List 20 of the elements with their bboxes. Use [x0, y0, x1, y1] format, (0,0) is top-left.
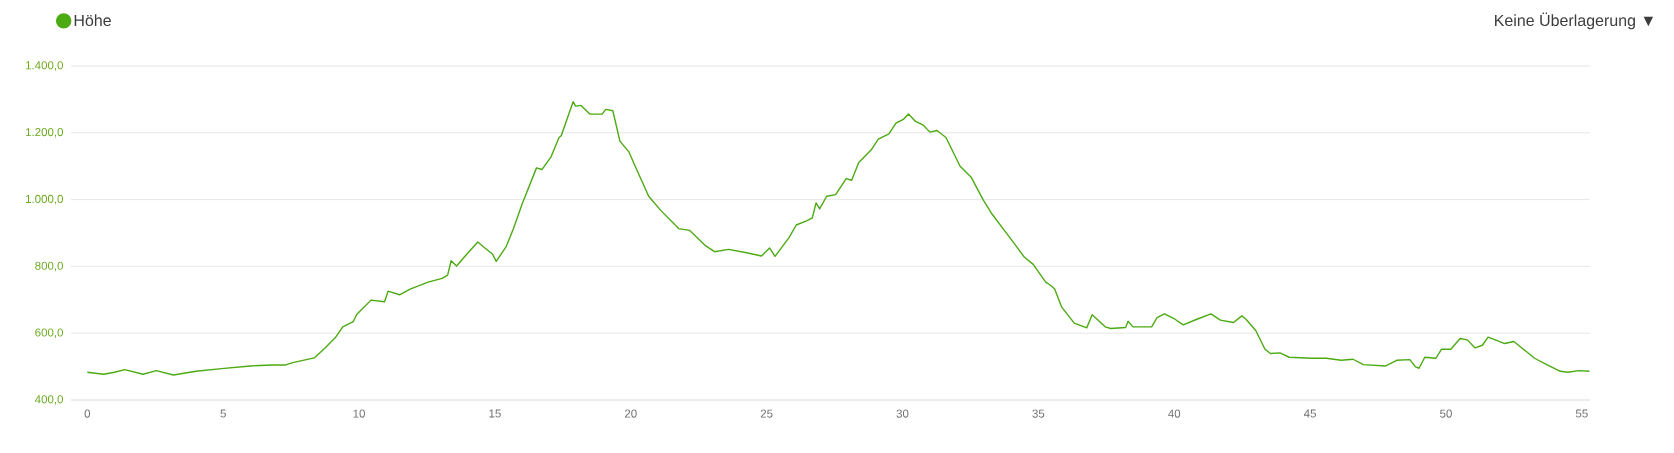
x-tick-label: 55 [1575, 409, 1588, 418]
legend-label: Höhe [74, 14, 111, 27]
text: Keine Überlagerung ▼ [1495, 12, 1654, 30]
x-tick-label: 45 [1303, 409, 1316, 418]
x-tick-label: 50 [1440, 409, 1452, 418]
y-tick-label: 400,0 [34, 395, 64, 405]
x-tick-label: 40 [1168, 409, 1181, 418]
x-tick-label: 20 [624, 409, 637, 418]
y-tick-label: 1.400,0 [25, 61, 64, 71]
x-tick-label: 10 [353, 409, 365, 418]
y-tick-label: 1.200,0 [25, 128, 64, 138]
y-tick-label: 600,0 [35, 328, 64, 338]
x-tick-label: 25 [760, 409, 773, 418]
x-tick-label: 30 [896, 409, 909, 418]
x-tick-label: 0 [84, 409, 91, 418]
x-tick-label: 15 [489, 409, 501, 418]
x-tick-label: 5 [220, 409, 226, 418]
y-tick-label: 800,0 [35, 261, 64, 272]
y-tick-label: 1.000,0 [25, 194, 64, 205]
x-tick-label: 35 [1032, 409, 1045, 418]
